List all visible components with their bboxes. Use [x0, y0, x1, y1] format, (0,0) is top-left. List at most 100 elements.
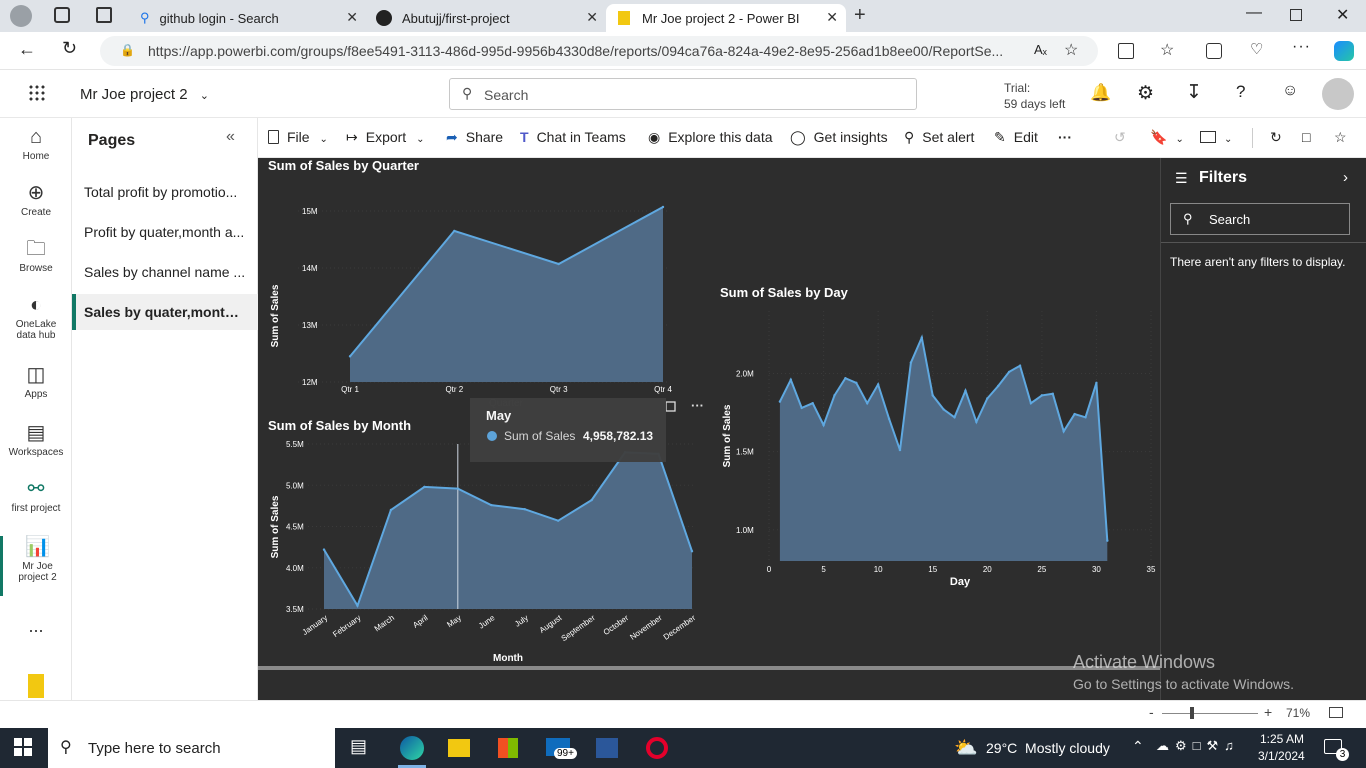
windows-start-icon[interactable] [14, 738, 32, 756]
favorites-icon[interactable]: ☆ [1160, 42, 1175, 59]
refresh-visuals-icon[interactable]: ↻ [1270, 129, 1282, 145]
edge-icon[interactable] [400, 736, 424, 760]
collections-toolbar-icon[interactable] [1206, 43, 1222, 59]
feedback-icon[interactable]: ☺ [1282, 82, 1299, 99]
filters-title: Filters [1199, 169, 1248, 186]
x-tick-label: 5 [821, 565, 826, 574]
new-tab-icon[interactable]: + [854, 4, 866, 26]
page-profit-by-quarter[interactable]: Profit by quater,month a... [84, 224, 245, 240]
zoom-in-icon[interactable]: + [1264, 704, 1273, 720]
tab-github-search[interactable]: ⚲ github login - Search ✕ [128, 4, 366, 32]
nav-onelake[interactable]: ◐ OneLake data hub [0, 294, 72, 341]
get-insights-button[interactable]: ◯ Get insights [790, 129, 888, 145]
nav-browse[interactable]: 🗀 Browse [0, 238, 72, 274]
canvas-scroll-strip[interactable] [258, 666, 1160, 670]
window-close-icon[interactable]: ✕ [1336, 7, 1350, 24]
url-field[interactable]: 🔒 https://app.powerbi.com/groups/f8ee549… [100, 36, 1098, 66]
browser-essentials-icon[interactable]: ♡ [1250, 41, 1264, 58]
nav-more[interactable]: ... [28, 616, 44, 636]
y-tick-label: 12M [302, 378, 318, 387]
tab-powerbi[interactable]: Mr Joe project 2 - Power BI ✕ [606, 4, 846, 32]
chevron-down-icon: ⌄ [1175, 134, 1184, 145]
zoom-slider-track[interactable] [1162, 713, 1258, 714]
share-icon: ➦ [446, 129, 458, 145]
file-explorer-icon[interactable] [448, 739, 470, 757]
page-sales-by-channel[interactable]: Sales by channel name ... [84, 264, 246, 280]
edit-button[interactable]: ✎ Edit [994, 129, 1038, 145]
split-screen-icon[interactable] [1118, 43, 1134, 59]
task-view-icon[interactable]: ▤ [350, 736, 368, 756]
file-menu[interactable]: File ⌄ [268, 129, 328, 145]
collections-icon[interactable] [54, 7, 70, 23]
filter-search-box[interactable]: ⚲ Search [1170, 203, 1350, 235]
clock[interactable]: 1:25 AM 3/1/2024 [1258, 731, 1305, 765]
zoom-out-icon[interactable]: - [1149, 704, 1154, 720]
nav-first-project[interactable]: ⚯ first project [0, 478, 72, 514]
help-icon[interactable]: ? [1236, 82, 1246, 101]
collapse-pane-icon[interactable]: « [226, 128, 235, 145]
back-icon[interactable]: ← [18, 39, 36, 59]
zoom-slider-thumb[interactable] [1190, 707, 1194, 719]
data-point [844, 376, 847, 380]
opera-icon[interactable] [646, 737, 668, 759]
restore-icon[interactable] [1290, 9, 1302, 21]
favorite-report-icon[interactable]: ☆ [1334, 129, 1347, 145]
close-icon[interactable]: ✕ [586, 9, 598, 25]
avatar[interactable] [1322, 78, 1354, 110]
notification-center-icon[interactable] [1324, 739, 1342, 754]
nav-home[interactable]: ⌂ Home [0, 126, 72, 162]
taskbar-search[interactable]: ⚲ Type here to search [48, 728, 335, 768]
minimize-icon[interactable]: — [1246, 4, 1262, 21]
view-icon[interactable]: ⌄ [1200, 129, 1232, 145]
search-box[interactable]: ⚲ Search [449, 78, 917, 110]
notifications-icon[interactable]: 🔔 [1090, 83, 1112, 102]
y-tick-label: 13M [302, 321, 318, 330]
close-icon[interactable]: ✕ [826, 9, 838, 25]
tab-actions-icon[interactable] [96, 7, 112, 23]
refresh-icon[interactable]: ↻ [62, 38, 78, 58]
more-options-icon[interactable]: ··· [691, 398, 704, 413]
settings-icon[interactable]: ⚙ [1137, 83, 1155, 104]
more-options-button[interactable]: ··· [1058, 129, 1072, 145]
report-title[interactable]: Mr Joe project 2 ⌄ [80, 86, 209, 103]
export-menu[interactable]: ↦ Export ⌄ [346, 129, 425, 145]
quarter-chart[interactable]: Sum of Sales by Quarter Sum of Sales 12M… [268, 158, 672, 409]
share-button[interactable]: ➦ Share [446, 129, 504, 145]
settings-more-icon[interactable]: ··· [1292, 38, 1311, 55]
bookmark-icon[interactable]: 🔖 ⌄ [1150, 129, 1184, 145]
weather-icon[interactable]: ⛅ [954, 738, 978, 759]
nav-current-report[interactable]: 📊 Mr Joe project 2 [0, 536, 72, 596]
set-alert-button[interactable]: ⚲ Set alert [904, 129, 975, 145]
download-icon[interactable]: ↧ [1186, 82, 1202, 103]
store-icon[interactable] [498, 738, 518, 758]
series-line [349, 206, 664, 358]
page-total-profit[interactable]: Total profit by promotio... [84, 184, 238, 200]
focus-mode-icon[interactable] [665, 401, 676, 412]
tray-chevron-icon[interactable]: ⌃ [1132, 738, 1144, 754]
close-icon[interactable]: ✕ [346, 9, 358, 25]
x-tick-labels: 0 5 10 15 20 25 30 35 [767, 565, 1156, 574]
day-chart[interactable]: Sum of Sales by Day Sum of Sales 1.0M 1.5… [720, 285, 1156, 588]
notification-count: 3 [1336, 748, 1349, 761]
data-point [1084, 416, 1087, 419]
tab-github-project[interactable]: Abutujj/first-project ✕ [368, 4, 606, 32]
zoom-level[interactable]: 71% [1286, 706, 1311, 720]
copilot-icon[interactable] [1334, 41, 1354, 61]
app-launcher-icon[interactable] [28, 84, 46, 102]
comment-icon[interactable]: □ [1302, 129, 1311, 145]
page-sales-by-quarter[interactable]: Sales by quater,month ... [72, 294, 258, 330]
read-aloud-icon[interactable]: Aₓ [1034, 42, 1047, 57]
nav-apps[interactable]: ◫ Apps [0, 364, 72, 400]
explore-data-button[interactable]: ◉ Explore this data [648, 129, 773, 145]
binoculars-icon: ◉ [648, 129, 661, 145]
chat-in-teams-button[interactable]: T Chat in Teams [520, 129, 626, 145]
tray-icons[interactable]: ☁⚙□⚒♫ [1156, 738, 1240, 753]
word-icon[interactable] [596, 738, 618, 758]
nav-workspaces[interactable]: ▤ Workspaces [0, 422, 72, 458]
expand-filters-icon[interactable]: › [1343, 169, 1348, 186]
nav-create[interactable]: ⊕ Create [0, 182, 72, 218]
profile-icon[interactable] [10, 5, 32, 27]
fit-to-page-icon[interactable] [1329, 707, 1343, 718]
weather-text[interactable]: 29°C Mostly cloudy [986, 740, 1110, 756]
favorite-icon[interactable]: ☆ [1064, 42, 1079, 59]
